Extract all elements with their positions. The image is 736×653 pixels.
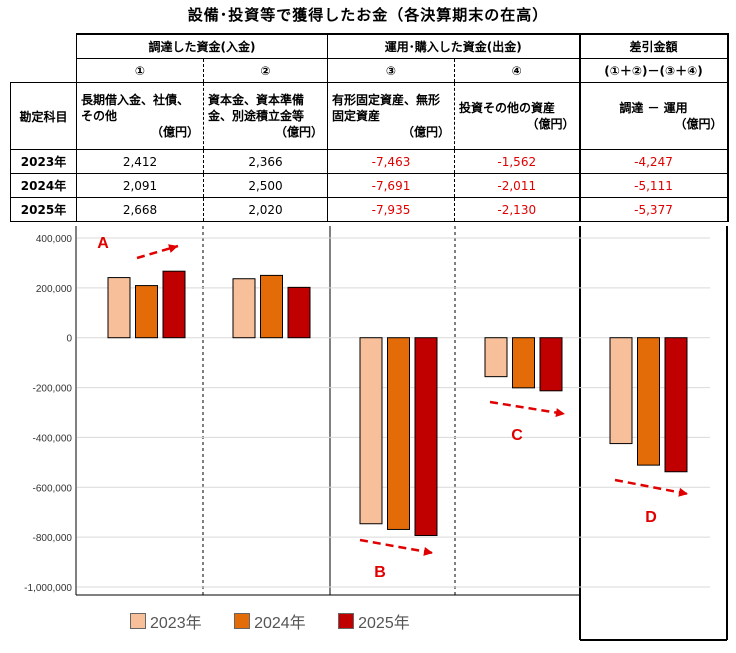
bar xyxy=(107,277,131,339)
trend-arrowhead xyxy=(555,408,565,418)
y-tick-label: -800,000 xyxy=(33,533,73,544)
legend-label: 2024年 xyxy=(254,615,306,632)
cell: 2,020 xyxy=(203,197,328,222)
col-mark-2: ② xyxy=(203,58,328,83)
y-tick-label: -400,000 xyxy=(33,433,73,444)
desc-5: 調達 － 運用 （億円） xyxy=(578,82,729,150)
desc-4-unit: （億円） xyxy=(526,117,575,131)
bar xyxy=(637,337,660,466)
bar xyxy=(162,270,186,339)
cell: 2,366 xyxy=(203,149,328,174)
desc-3: 有形固定資産、無形固定資産 （億円） xyxy=(327,82,455,150)
desc-1: 長期借入金、社債、その他 （億円） xyxy=(76,82,204,150)
cell: 2,668 xyxy=(76,197,204,222)
bar xyxy=(135,285,158,339)
row-year-2023: 2023年 xyxy=(10,149,77,174)
cell: 2,500 xyxy=(203,173,328,198)
cell: 2,412 xyxy=(76,149,204,174)
legend-swatch xyxy=(338,613,355,629)
bar xyxy=(484,337,508,378)
bar xyxy=(232,278,256,339)
legend-item: 2023年 xyxy=(130,613,202,632)
y-tick-label: 200,000 xyxy=(36,284,73,295)
cell: -5,377 xyxy=(578,197,729,222)
trend-arrowhead xyxy=(168,244,178,253)
y-tick-label: 400,000 xyxy=(36,234,73,245)
group-difference: 差引金額 xyxy=(578,33,729,59)
cell: -4,247 xyxy=(578,149,729,174)
col-mark-1: ① xyxy=(76,58,204,83)
desc-4-text: 投資その他の資産 xyxy=(459,101,556,115)
desc-2: 資本金、資本準備金、別途積立金等 （億円） xyxy=(203,82,328,150)
bar xyxy=(664,337,688,473)
bar xyxy=(387,337,410,530)
y-tick-label: -1,000,000 xyxy=(24,583,72,594)
legend-item: 2024年 xyxy=(234,613,306,632)
desc-2-text: 資本金、資本準備金、別途積立金等 xyxy=(208,93,305,123)
cell: -7,935 xyxy=(327,197,455,222)
row-header: 勘定科目 xyxy=(10,82,77,150)
desc-4: 投資その他の資産 （億円） xyxy=(454,82,580,150)
cell: -2,011 xyxy=(454,173,580,198)
row-year-2025: 2025年 xyxy=(10,197,77,222)
desc-5-text: 調達 － 運用 xyxy=(619,101,688,115)
annotation-label: B xyxy=(374,564,386,581)
legend-swatch xyxy=(234,613,251,629)
annotation-label: C xyxy=(511,427,523,444)
desc-3-unit: （億円） xyxy=(401,125,450,139)
trend-arrowhead xyxy=(678,487,688,497)
page-title: 設備･投資等で獲得したお金（各決算期末の在高） xyxy=(187,6,549,24)
legend-label: 2025年 xyxy=(358,615,410,632)
cell: -7,691 xyxy=(327,173,455,198)
group-usage: 運用･購入した資金(出金) xyxy=(327,33,580,59)
data-table: 調達した資金(入金) 運用･購入した資金(出金) 差引金額 ① ② ③ ④ (①… xyxy=(10,33,729,222)
bar xyxy=(539,337,563,392)
trend-arrow xyxy=(489,400,566,416)
legend-swatch xyxy=(130,613,146,629)
annotation-label: A xyxy=(97,235,109,252)
group-funding: 調達した資金(入金) xyxy=(76,33,328,59)
bar xyxy=(609,337,633,445)
legend-label: 2023年 xyxy=(150,615,202,632)
desc-5-unit: （億円） xyxy=(674,117,723,131)
desc-2-unit: （億円） xyxy=(274,125,323,139)
legend-item: 2025年 xyxy=(338,613,410,632)
bar xyxy=(512,337,535,389)
y-tick-label: -600,000 xyxy=(33,483,73,494)
cell: -2,130 xyxy=(454,197,580,222)
trend-arrow xyxy=(136,244,179,260)
trend-arrowhead xyxy=(423,546,433,556)
legend: 2023年 2024年 2025年 xyxy=(130,609,438,633)
trend-arrow xyxy=(359,538,434,555)
annotation-label: D xyxy=(645,509,657,526)
bar xyxy=(287,286,311,339)
desc-1-unit: （億円） xyxy=(150,125,199,139)
bar xyxy=(260,274,283,339)
bar xyxy=(359,337,383,525)
bar xyxy=(414,337,438,537)
y-tick-label: -200,000 xyxy=(33,384,73,395)
desc-1-text: 長期借入金、社債、その他 xyxy=(81,93,190,123)
y-tick-label: 0 xyxy=(66,334,72,345)
cell: -5,111 xyxy=(578,173,729,198)
desc-3-text: 有形固定資産、無形固定資産 xyxy=(332,93,441,123)
cell: -1,562 xyxy=(454,149,580,174)
row-year-2024: 2024年 xyxy=(10,173,77,198)
